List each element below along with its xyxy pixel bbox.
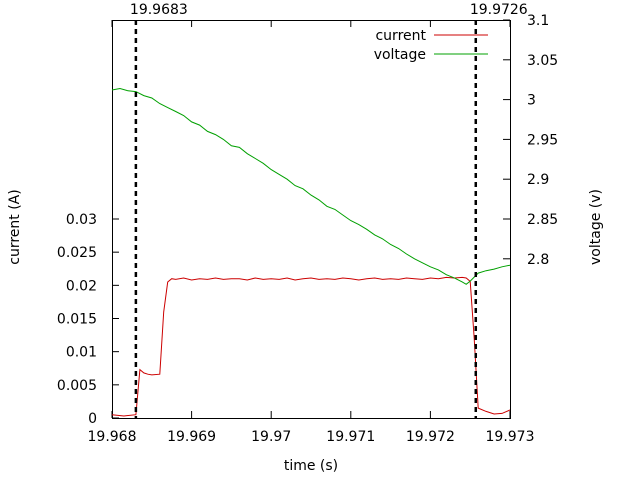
x-tick-label-2: 19.97 <box>251 429 291 445</box>
marker-label-1: 19.9726 <box>470 2 528 18</box>
series-line-voltage <box>111 87 511 285</box>
x-tick-label-0: 19.968 <box>88 429 137 445</box>
markers-layer: 19.9683 19.9726 <box>130 2 528 418</box>
x-axis-label: time (s) <box>284 458 338 474</box>
plot-frame <box>112 20 511 419</box>
y-left-tick-label-5: 0.025 <box>57 245 97 261</box>
y-right-tick-label-4: 3 <box>527 93 536 109</box>
y-left-tick-label-1: 0.005 <box>57 378 97 394</box>
x-tick-label-3: 19.971 <box>326 429 375 445</box>
y-left-tick-label-6: 0.03 <box>66 212 97 228</box>
y-left-tick-label-2: 0.01 <box>66 345 97 361</box>
y-right-tick-label-6: 3.1 <box>527 13 549 29</box>
y-left-tick-label-4: 0.02 <box>66 278 97 294</box>
x-tick-label-4: 19.972 <box>406 429 455 445</box>
y-right-tick-label-1: 2.85 <box>527 212 558 228</box>
y-left-tick-label-0: 0 <box>88 411 97 427</box>
y-right-tick-label-2: 2.9 <box>527 172 549 188</box>
series-line-current <box>111 276 511 417</box>
legend: current voltage <box>374 28 488 63</box>
y-right-tick-label-0: 2.8 <box>527 252 549 268</box>
y-right-tick-label-5: 3.05 <box>527 53 558 69</box>
y-left-tick-label-3: 0.015 <box>57 312 97 328</box>
y-axis-right-label: voltage (v) <box>588 189 604 265</box>
series-layer <box>111 87 511 417</box>
marker-label-0: 19.9683 <box>130 2 188 18</box>
y-axis-left-label: current (A) <box>7 189 23 264</box>
x-tick-label-5: 19.973 <box>486 429 535 445</box>
x-tick-label-1: 19.969 <box>167 429 216 445</box>
axis-ticks: 19.968 19.969 19.97 19.971 19.972 19.973 0 0.00… <box>57 13 558 445</box>
legend-label-current: current <box>375 28 426 44</box>
legend-label-voltage: voltage <box>374 47 426 63</box>
y-right-tick-label-3: 2.95 <box>527 132 558 148</box>
